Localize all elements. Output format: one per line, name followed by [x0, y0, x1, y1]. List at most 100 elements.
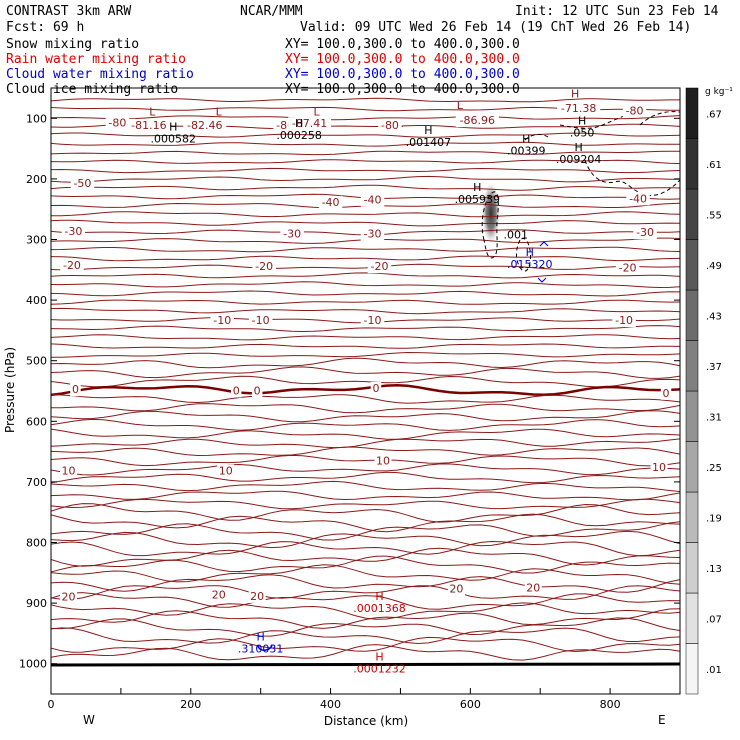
colorbar-swatch	[685, 138, 699, 190]
isotherm-line	[51, 602, 680, 620]
y-tick-label: 500	[26, 355, 47, 368]
extremum-symbol: L	[149, 105, 156, 118]
label-backdrop	[360, 227, 385, 241]
isotherm-line	[51, 184, 680, 191]
header-fcst: Fcst: 69 h	[6, 20, 84, 35]
isotherm-line	[51, 574, 680, 593]
isotherm-line	[51, 255, 680, 262]
extremum-value: .000582	[151, 132, 197, 145]
field-cloudwater-label: Cloud water mixing ratio	[6, 67, 194, 82]
isotherm-line	[51, 547, 680, 567]
isotherm-line	[51, 490, 680, 501]
x-axis: 0 200 400 600 800	[48, 688, 681, 711]
isotherm-line	[51, 438, 680, 449]
extremum-symbol: H	[375, 590, 383, 603]
colorbar-level-label: .55	[706, 210, 722, 221]
label-backdrop	[360, 193, 385, 207]
isotherm-line	[51, 463, 680, 476]
colorbar-swatch	[685, 289, 699, 341]
isotherm-label: -80	[626, 104, 644, 117]
isotherm-line	[51, 498, 680, 510]
isotherm-label: -80	[381, 119, 399, 132]
extremum-value: .00399	[507, 145, 546, 158]
isotherm-label: -10	[252, 314, 270, 327]
colorbar-swatch	[685, 542, 699, 594]
extremum-symbol: L	[216, 105, 223, 118]
label-backdrop	[524, 581, 542, 595]
colorbar-level-label: .37	[706, 362, 722, 373]
isotherm-line	[51, 167, 680, 174]
isotherm-line	[51, 351, 680, 358]
extremum-value: .0001368	[353, 602, 406, 615]
label-backdrop	[288, 117, 332, 131]
label-backdrop	[127, 118, 171, 132]
label-backdrop	[248, 314, 273, 328]
isotherm-label: -82.46	[187, 119, 222, 132]
isotherm-line	[51, 307, 680, 315]
colorbar-level-label: .61	[706, 160, 722, 171]
isotherm-label: 0	[254, 384, 261, 397]
extremum-value: .050	[570, 126, 595, 139]
isotherm-label: -50	[73, 177, 91, 190]
isotherm-line	[51, 246, 680, 253]
cloud-water-contour	[257, 644, 273, 651]
isotherm-line	[51, 555, 680, 574]
isotherm-line	[51, 325, 680, 333]
colorbar-level-label: .49	[706, 261, 722, 272]
isotherm-line	[51, 410, 680, 423]
isotherm-line	[51, 480, 680, 492]
colorbar-swatch	[685, 87, 699, 139]
field-cloudice-label: Cloud ice mixing ratio	[6, 82, 178, 97]
isotherm-line	[51, 97, 680, 103]
extremum-symbol: L	[314, 105, 321, 118]
isotherm-line	[51, 503, 680, 523]
plot-area: -80 -81.16 -82.46 -80 -87.41 -80 -86.96 -71.38 -…	[51, 88, 680, 676]
colorbar-level-label: .01	[706, 665, 722, 676]
isotherm-label: -30	[283, 227, 301, 240]
isotherm-label: -40	[364, 194, 382, 207]
isotherm-line	[51, 334, 680, 341]
colorbar-level-label: .43	[706, 311, 722, 322]
isotherm-line	[51, 564, 680, 585]
temperature-contours	[51, 97, 680, 661]
colorbar-swatch	[685, 188, 699, 240]
extremum-symbol: H	[473, 181, 481, 194]
isotherm-line	[51, 608, 680, 629]
extremum-symbol: H	[375, 651, 383, 664]
isotherm-line	[51, 366, 680, 379]
y-axis-label: Pressure (hPa)	[3, 347, 17, 433]
header-valid: Valid: 09 UTC Wed 26 Feb 14 (19 ChT Wed …	[300, 20, 691, 35]
isotherm-line	[51, 454, 680, 467]
label-backdrop	[210, 314, 234, 328]
label-backdrop	[230, 384, 242, 398]
isotherm-label: -10	[213, 314, 231, 327]
cloud-ice-shading	[482, 183, 500, 243]
label-backdrop	[318, 195, 343, 209]
isotherm-label: -20	[370, 260, 388, 273]
colorbar-swatch	[685, 390, 699, 442]
field-snow-label: Snow mixing ratio	[6, 37, 139, 52]
isotherm-line	[51, 530, 680, 549]
y-tick-label: 800	[26, 537, 47, 550]
extremum-symbol: H	[575, 141, 583, 154]
extremum-value: .0001232	[353, 663, 406, 676]
colorbar: .01 .07 .13 .19 .25 .31 .37 .43 .49 .55 .61 .67	[685, 87, 722, 695]
label-backdrop	[367, 260, 392, 274]
isotherm-label: 10	[61, 464, 75, 477]
isotherm-line	[51, 446, 680, 457]
header-init: Init: 12 UTC Sun 23 Feb 14	[515, 4, 719, 19]
label-backdrop	[650, 460, 668, 474]
isotherm-line	[51, 383, 680, 397]
isotherm-label: -20	[255, 260, 273, 273]
field-snow-xy: XY= 100.0,300.0 to 400.0,300.0	[285, 37, 520, 52]
isotherm-label: -20	[619, 261, 637, 274]
field-rain-xy: XY= 100.0,300.0 to 400.0,300.0	[285, 52, 520, 67]
isotherm-label: 20	[212, 589, 226, 602]
y-tick-label: 600	[26, 415, 47, 428]
label-backdrop	[61, 225, 86, 239]
isotherm-line	[51, 290, 680, 297]
x-tick-label: 0	[48, 698, 55, 711]
isotherm-line	[51, 585, 680, 600]
colorbar-swatch	[685, 239, 699, 291]
isotherm-label: 20	[449, 583, 463, 596]
